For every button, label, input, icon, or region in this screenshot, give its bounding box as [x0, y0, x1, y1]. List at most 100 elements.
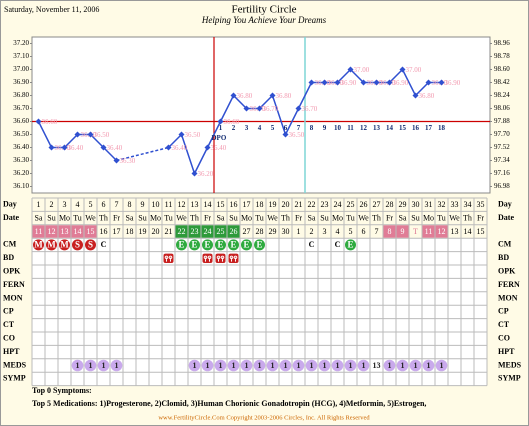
date: 23 [191, 227, 199, 236]
dpo-number: 8 [310, 124, 314, 132]
value-label: 36.90 [341, 79, 357, 87]
cm-entry: C [335, 240, 341, 249]
temperature-point [295, 105, 302, 112]
date-highlight [396, 225, 409, 238]
meds-entry: 1 [115, 361, 119, 370]
date-highlight [58, 225, 71, 238]
meds-entry: 1 [440, 361, 444, 370]
weekday: Th [372, 213, 381, 222]
symptoms: Top 0 Symptoms: [32, 386, 92, 395]
weekday: Su [411, 213, 419, 222]
meds-circle [253, 359, 266, 372]
row-label: MON [3, 293, 23, 302]
weekday: Su [138, 213, 146, 222]
day-number: 28 [386, 200, 394, 209]
y2-tick-label: 98.24 [494, 91, 510, 99]
dpo-number: 14 [386, 124, 394, 132]
y-tick-label: 36.90 [13, 78, 29, 86]
y-tick-label: 37.20 [13, 39, 29, 47]
weekday: Fr [386, 213, 393, 222]
weekday: We [267, 213, 278, 222]
temperature-point [204, 144, 211, 151]
row-label-right: FERN [498, 280, 520, 289]
temperature-point [113, 157, 120, 164]
dpo-number: 11 [347, 124, 354, 132]
date: 26 [230, 227, 238, 236]
value-label: 36.80 [276, 92, 292, 100]
y-tick-label: 36.20 [13, 169, 29, 177]
row-label: MEDS [3, 360, 27, 369]
dpo-number: 15 [399, 124, 407, 132]
row-label-right: CP [498, 307, 509, 316]
meds-circle [344, 359, 357, 372]
meds-entry: 1 [427, 361, 431, 370]
meds-entry: 1 [310, 361, 314, 370]
row-label-right: OPK [498, 267, 516, 276]
day-number: 12 [178, 200, 186, 209]
dpo-number: 5 [271, 124, 275, 132]
date-highlight [71, 225, 84, 238]
y2-tick-label: 98.60 [494, 65, 510, 73]
day-number: 18 [256, 200, 264, 209]
row-label-right: MON [498, 293, 518, 302]
y2-tick-label: 97.88 [494, 117, 510, 125]
bd-figure [216, 255, 225, 262]
value-label: 36.30 [120, 157, 136, 165]
meds-circle [396, 359, 409, 372]
cm-circle [227, 238, 240, 251]
date: 25 [217, 227, 225, 236]
date: 14 [464, 227, 472, 236]
weekday: Mo [59, 213, 70, 222]
date: 15 [477, 227, 485, 236]
value-label: 36.90 [445, 79, 461, 87]
meds-circle [305, 359, 318, 372]
meds-entry: 1 [89, 361, 93, 370]
copyright: www.FertilityCircle.Com Copyright 2003-2… [158, 414, 370, 421]
y-tick-label: 36.80 [13, 91, 29, 99]
bd-figure [229, 255, 238, 262]
dpo-label: DPO [212, 134, 227, 142]
weekday: Th [281, 213, 290, 222]
meds-circle [435, 359, 448, 372]
cm-circle [175, 238, 188, 251]
date-highlight [422, 225, 435, 238]
weekday: We [85, 213, 96, 222]
date: 19 [139, 227, 147, 236]
weekday: Sa [35, 213, 43, 222]
row-label: CO [3, 334, 15, 343]
temperature-point [61, 144, 68, 151]
meds-entry: 1 [206, 361, 210, 370]
meds-circle [71, 359, 84, 372]
value-label: 36.50 [289, 131, 305, 139]
meds-circle [110, 359, 123, 372]
temperature-point [243, 105, 250, 112]
temperature-point [217, 118, 224, 125]
day-number: 1 [37, 200, 41, 209]
bd-figure [164, 255, 173, 262]
bd-figure [203, 255, 212, 262]
row-label: OPK [3, 267, 21, 276]
date: 22 [178, 227, 186, 236]
day-number: 32 [438, 200, 446, 209]
cm-entry: S [75, 239, 80, 249]
date-highlight [383, 225, 396, 238]
value-label: 36.20 [198, 170, 214, 178]
date: 13 [61, 227, 69, 236]
day-number: 6 [102, 200, 106, 209]
y2-tick-label: 97.34 [494, 156, 510, 164]
day-number: 27 [373, 200, 381, 209]
weekday: Su [320, 213, 328, 222]
weekday: Th [463, 213, 472, 222]
day-number: 19 [269, 200, 277, 209]
weekday: Tu [164, 213, 173, 222]
meds-entry: 1 [76, 361, 80, 370]
row-label: FERN [3, 280, 25, 289]
cm-circle [344, 238, 357, 251]
day-number: 5 [89, 200, 93, 209]
date: 8 [388, 227, 392, 236]
day-number: 17 [243, 200, 251, 209]
cm-entry: M [47, 239, 56, 249]
weekday: Sa [217, 213, 225, 222]
meds-entry: 1 [219, 361, 223, 370]
